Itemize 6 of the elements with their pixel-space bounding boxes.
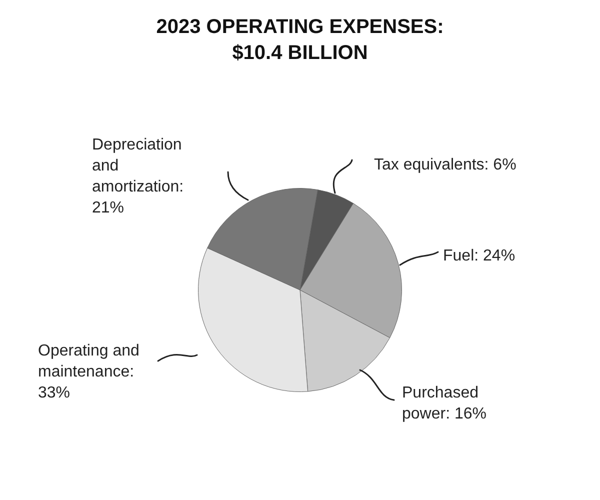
slice-label: Fuel: 24% bbox=[443, 247, 516, 264]
slice-label: Operating and maintenance: 33% bbox=[38, 342, 140, 402]
slice-label: Tax equivalents: 6% bbox=[374, 156, 516, 174]
chart-title: 2023 OPERATING EXPENSES: $10.4 BILLION bbox=[155, 15, 445, 66]
slice-label: Depreciation and amortization: 21% bbox=[92, 136, 184, 216]
slice-label: Purchased power: 16% bbox=[402, 384, 486, 422]
